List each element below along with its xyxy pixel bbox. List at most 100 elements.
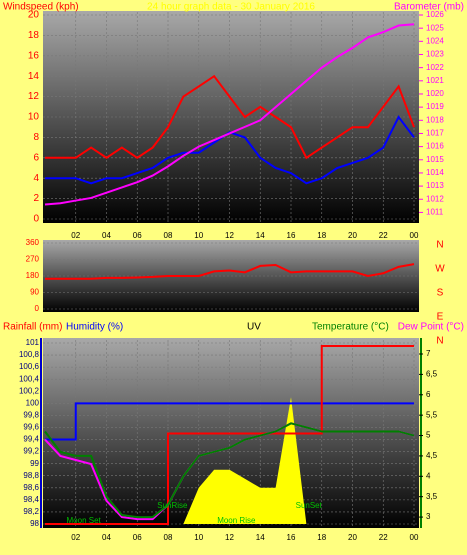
y-tick-label: 14 bbox=[28, 71, 40, 82]
series-line bbox=[44, 422, 415, 519]
x-tick-label: 06 bbox=[133, 231, 142, 240]
x-tick-label: 18 bbox=[317, 231, 326, 240]
rain-label: Rainfall (mm) bbox=[3, 322, 62, 333]
y2-tick-label: 1015 bbox=[426, 155, 444, 164]
y2-tick-label: 1025 bbox=[426, 23, 444, 32]
y2-tick-label: 1022 bbox=[426, 63, 444, 72]
y2-tick-label: 7 bbox=[426, 349, 431, 358]
y2-tick-label: 1012 bbox=[426, 194, 444, 203]
x-tick-label: 02 bbox=[71, 533, 80, 542]
x-tick-label: 00 bbox=[410, 231, 419, 240]
y2-tick-label: 1018 bbox=[426, 115, 444, 124]
humidity-label: Humidity (%) bbox=[66, 322, 123, 333]
y-tick-label: 12 bbox=[28, 91, 40, 102]
x-tick-label: 20 bbox=[348, 231, 357, 240]
y2-tick-label: 1019 bbox=[426, 102, 444, 111]
compass-label: S bbox=[437, 288, 444, 299]
y-tick-label: 99,6 bbox=[23, 423, 39, 432]
dewpoint-label: Dew Point (°C) bbox=[398, 322, 464, 333]
y2-tick-label: 1026 bbox=[426, 10, 444, 19]
y2-tick-label: 1011 bbox=[426, 208, 444, 217]
compass-label: N bbox=[436, 240, 443, 251]
annotation: SunRise bbox=[157, 501, 188, 510]
y-tick-label: 98,8 bbox=[23, 471, 39, 480]
compass-label: W bbox=[435, 264, 445, 275]
y-tick-label: 99,4 bbox=[23, 435, 39, 444]
annotation: SunSet bbox=[296, 501, 323, 510]
y-tick-label: 90 bbox=[30, 288, 39, 297]
x-tick-label: 22 bbox=[379, 533, 388, 542]
y2-tick-label: 1020 bbox=[426, 89, 444, 98]
x-tick-label: 04 bbox=[102, 231, 111, 240]
series-line bbox=[44, 23, 415, 206]
y-tick-label: 98 bbox=[30, 519, 39, 528]
y-tick-label: 100,4 bbox=[19, 374, 40, 383]
x-tick-label: 14 bbox=[256, 533, 265, 542]
temperature-label: Temperature (°C) bbox=[312, 322, 389, 333]
y-tick-label: 4 bbox=[33, 173, 39, 184]
series-line bbox=[45, 345, 414, 525]
uv-area bbox=[45, 397, 414, 524]
x-tick-label: 08 bbox=[164, 231, 173, 240]
x-tick-label: 16 bbox=[287, 231, 296, 240]
annotation: Moon Rise bbox=[217, 516, 256, 525]
y2-label: Barometer (mb) bbox=[394, 2, 464, 13]
x-tick-label: 18 bbox=[317, 533, 326, 542]
y2-tick-label: 1024 bbox=[426, 36, 444, 45]
y2-tick-label: 1014 bbox=[426, 168, 444, 177]
annotation: Moon Set bbox=[67, 516, 102, 525]
x-tick-label: 22 bbox=[379, 231, 388, 240]
y-tick-label: 99,8 bbox=[23, 411, 39, 420]
y-tick-label: 0 bbox=[33, 214, 39, 225]
x-tick-label: 04 bbox=[102, 533, 111, 542]
series-line bbox=[45, 263, 415, 280]
y-tick-label: 2 bbox=[33, 193, 39, 204]
x-tick-label: 12 bbox=[225, 231, 234, 240]
y-tick-label: 20 bbox=[28, 10, 40, 21]
y2-tick-label: 5 bbox=[426, 431, 431, 440]
x-tick-label: 20 bbox=[348, 533, 357, 542]
x-tick-label: 14 bbox=[256, 231, 265, 240]
y2-tick-label: 3 bbox=[426, 512, 431, 521]
x-tick-label: 02 bbox=[71, 231, 80, 240]
x-tick-label: 00 bbox=[410, 533, 419, 542]
compass-label: E bbox=[437, 312, 444, 323]
y-tick-label: 99 bbox=[30, 459, 39, 468]
y-tick-label: 98,4 bbox=[23, 495, 39, 504]
y2-tick-label: 1016 bbox=[426, 142, 444, 151]
y-tick-label: 98,6 bbox=[23, 483, 39, 492]
compass-label: N bbox=[436, 336, 443, 347]
y-tick-label: 180 bbox=[26, 271, 40, 280]
x-tick-label: 16 bbox=[287, 533, 296, 542]
y-tick-label: 8 bbox=[33, 132, 39, 143]
y-tick-label: 360 bbox=[26, 238, 40, 247]
y2-tick-label: 1023 bbox=[426, 50, 444, 59]
y-tick-label: 16 bbox=[28, 50, 40, 61]
y-tick-label: 99,2 bbox=[23, 447, 39, 456]
y2-tick-label: 4 bbox=[426, 471, 431, 480]
y-tick-label: 100,6 bbox=[19, 362, 40, 371]
y-tick-label: 100 bbox=[26, 398, 40, 407]
y2-tick-label: 1017 bbox=[426, 129, 444, 138]
y-tick-label: 101 bbox=[26, 338, 40, 347]
y2-tick-label: 1021 bbox=[426, 76, 444, 85]
series-line bbox=[45, 402, 414, 441]
y2-tick-label: 5,5 bbox=[426, 410, 438, 419]
series-line bbox=[45, 74, 415, 160]
y-label: Windspeed (kph) bbox=[3, 2, 79, 13]
y-tick-label: 0 bbox=[35, 304, 40, 313]
y2-tick-label: 6,5 bbox=[426, 369, 438, 378]
y2-tick-label: 3,5 bbox=[426, 492, 438, 501]
series-line bbox=[45, 115, 415, 185]
y-tick-label: 100,2 bbox=[19, 386, 40, 395]
chart-title: 24 hour graph data - 30 January 2016 bbox=[147, 2, 315, 13]
y2-tick-label: 6 bbox=[426, 390, 431, 399]
x-tick-label: 08 bbox=[164, 533, 173, 542]
x-tick-label: 10 bbox=[194, 533, 203, 542]
y2-tick-label: 4,5 bbox=[426, 451, 438, 460]
x-tick-label: 10 bbox=[194, 231, 203, 240]
x-tick-label: 06 bbox=[133, 533, 142, 542]
uv-label: UV bbox=[247, 322, 261, 333]
y-tick-label: 270 bbox=[26, 255, 40, 264]
